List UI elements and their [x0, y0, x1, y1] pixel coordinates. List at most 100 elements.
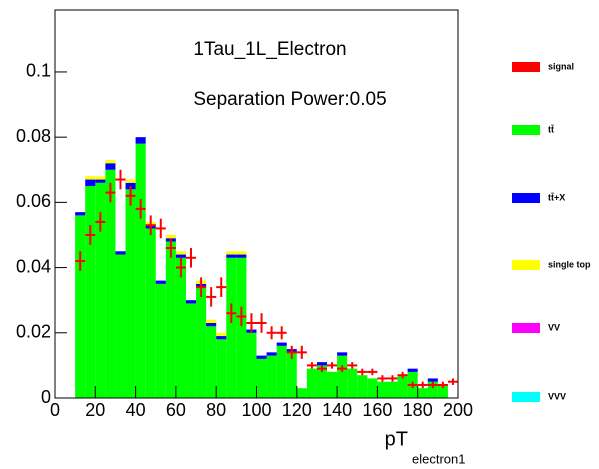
x-tick-label: 40 [126, 400, 146, 420]
bar-segment [377, 381, 388, 398]
bar-segment [316, 362, 328, 366]
bar-segment [206, 323, 217, 327]
bar-segment [206, 326, 217, 398]
y-tick-label: 0.08 [16, 126, 51, 146]
bar-segment [286, 352, 297, 398]
legend-label: VV [548, 322, 560, 332]
y-tick-label: 0.06 [16, 191, 51, 211]
bar-segment [95, 179, 106, 183]
bar-segment [266, 355, 277, 398]
bar-segment [85, 186, 96, 398]
legend-swatch [512, 392, 540, 402]
bar-segment [216, 332, 227, 337]
bar-segment [175, 257, 186, 398]
bar-segment [316, 365, 328, 398]
x-tick-label: 160 [362, 400, 392, 420]
bar-segment [357, 375, 368, 398]
legend-label: tt̄ [548, 124, 554, 134]
bar-segment [427, 378, 438, 382]
bar-segment [306, 368, 317, 398]
plot-area [75, 137, 458, 398]
bar-segment [135, 137, 146, 144]
bar-segment [276, 345, 287, 398]
bar-segment [105, 159, 116, 164]
legend-label: VVV [548, 391, 566, 401]
bar-segment [327, 371, 338, 398]
chart-title: 1Tau_1L_Electron [193, 39, 346, 60]
bar-segment [85, 179, 96, 187]
x-tick-label: 60 [166, 400, 186, 420]
bar-segment [75, 212, 86, 216]
legend-swatch [512, 125, 540, 135]
bar-segment [347, 368, 358, 398]
bar-segment [256, 358, 267, 398]
bar-segment [226, 251, 237, 255]
bar-segment [337, 352, 348, 356]
bar-segment [427, 381, 438, 398]
x-tick-label: 100 [241, 400, 271, 420]
bar-segment [397, 375, 408, 398]
y-tick-label: 0.1 [26, 61, 51, 81]
bar-segment [145, 228, 156, 398]
bar-segment [266, 352, 277, 356]
bar-segment [206, 319, 217, 324]
bar-segment [175, 254, 186, 258]
x-axis-label: pT [385, 428, 408, 450]
bar-segment [115, 251, 126, 255]
annotation: Separation Power:0.05 [193, 89, 386, 110]
bar-segment [196, 287, 207, 398]
x-tick-label: 180 [403, 400, 433, 420]
bar-segment [105, 169, 116, 398]
bar-segment [95, 182, 106, 398]
bar-segment [216, 336, 227, 340]
bar-segment [216, 339, 227, 398]
bar-segment [165, 234, 176, 239]
bar-segment [236, 254, 247, 258]
bar-segment [185, 300, 197, 304]
bar-segment [276, 342, 287, 346]
x-tick-label: 80 [206, 400, 226, 420]
bar-segment [226, 257, 237, 398]
bar-segment [75, 215, 86, 398]
bar-segment [125, 179, 136, 183]
bar-segment [367, 378, 378, 398]
legend-label: single top [548, 259, 591, 269]
x-tick-label: 0 [50, 400, 60, 420]
bar-segment [105, 163, 116, 170]
bar-segment [236, 251, 247, 255]
legend-swatch [512, 323, 540, 333]
bar-segment [155, 283, 166, 398]
y-tick-label: 0.04 [16, 256, 51, 276]
legend-swatch [512, 260, 540, 270]
x-tick-label: 20 [85, 400, 105, 420]
bar-segment [95, 176, 106, 180]
bar-segment [165, 241, 176, 398]
bar-segment [185, 303, 197, 398]
x-tick-label: 140 [322, 400, 352, 420]
x-axis-label-subscript: electron1 [412, 451, 465, 466]
y-tick-label: 0.02 [16, 322, 51, 342]
legend-swatch [512, 193, 540, 203]
bar-segment [226, 254, 237, 258]
bar-segment [417, 388, 428, 398]
bar-segment [155, 280, 166, 284]
y-tick-label: 0 [41, 387, 51, 407]
x-tick-label: 200 [443, 400, 473, 420]
bar-segment [135, 143, 146, 398]
bar-segment [85, 176, 96, 180]
bar-segment [337, 355, 348, 398]
bar-segment [296, 388, 307, 398]
bar-segment [246, 332, 257, 398]
legend-swatch [512, 62, 540, 72]
bar-segment [256, 355, 267, 359]
bar-segment [236, 257, 247, 398]
bar-segment [437, 384, 448, 398]
bar-segment [387, 381, 398, 398]
legend-label: tt̄+X [548, 192, 565, 202]
bar-segment [407, 368, 418, 372]
bar-segment [115, 254, 126, 398]
legend-label: signal [548, 61, 574, 71]
x-tick-label: 120 [282, 400, 312, 420]
bar-segment [175, 251, 186, 255]
